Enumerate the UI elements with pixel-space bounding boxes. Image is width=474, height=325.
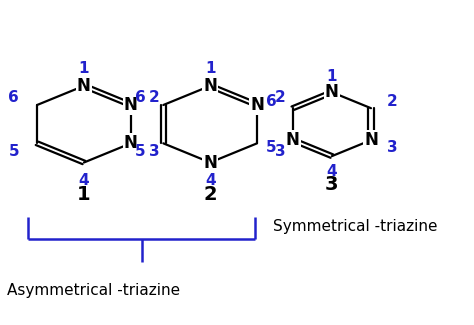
Text: 4: 4	[327, 164, 337, 179]
Text: 5: 5	[266, 140, 276, 155]
Text: 6: 6	[8, 89, 19, 105]
Text: 5: 5	[135, 144, 145, 159]
Text: 2: 2	[203, 185, 217, 204]
Text: 6: 6	[266, 94, 277, 109]
Text: 1: 1	[77, 185, 91, 204]
Text: 1: 1	[327, 70, 337, 84]
Text: N: N	[325, 83, 339, 101]
Text: N: N	[124, 96, 138, 114]
Text: 4: 4	[79, 173, 89, 188]
Text: 2: 2	[149, 89, 160, 105]
Text: Asymmetrical -triazine: Asymmetrical -triazine	[7, 283, 181, 298]
Text: N: N	[124, 134, 138, 152]
Text: 6: 6	[135, 89, 145, 105]
Text: 1: 1	[205, 61, 216, 76]
Text: N: N	[250, 96, 264, 114]
Text: 3: 3	[149, 144, 160, 159]
Text: 3: 3	[275, 144, 286, 159]
Text: 2: 2	[275, 89, 286, 105]
Text: 1: 1	[79, 61, 89, 76]
Text: 5: 5	[9, 144, 19, 159]
Text: N: N	[364, 131, 378, 149]
Text: N: N	[77, 77, 91, 95]
Text: 2: 2	[387, 94, 398, 109]
Text: 3: 3	[325, 176, 339, 194]
Text: Symmetrical -triazine: Symmetrical -triazine	[273, 219, 438, 234]
Text: 4: 4	[205, 173, 216, 188]
Text: N: N	[203, 153, 217, 172]
Text: N: N	[286, 131, 300, 149]
Text: 3: 3	[387, 140, 398, 155]
Text: N: N	[203, 77, 217, 95]
